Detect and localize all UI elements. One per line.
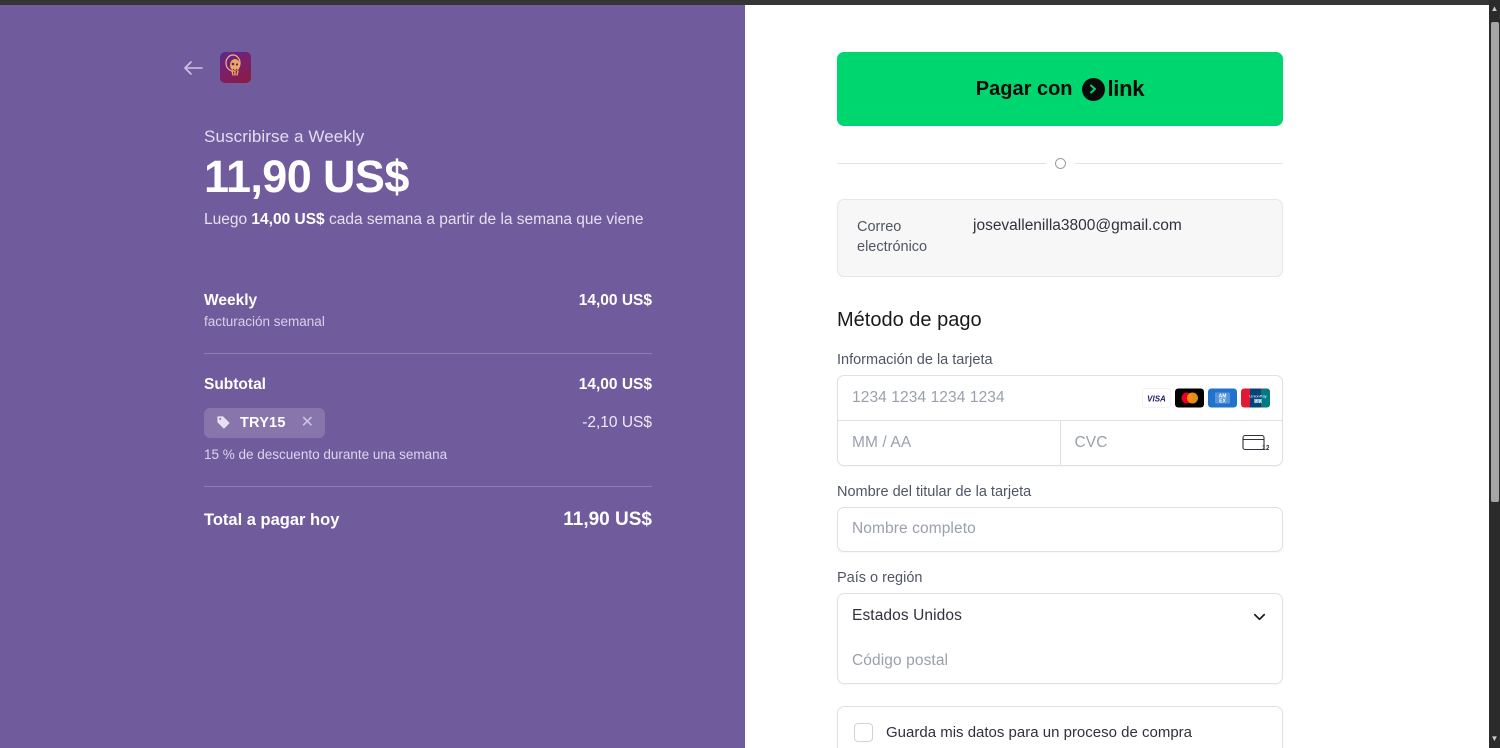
svg-text:VISA: VISA <box>1147 394 1166 403</box>
save-info-checkbox[interactable] <box>854 722 873 742</box>
cardholder-placeholder: Nombre completo <box>852 520 976 538</box>
email-label: Correo electrónico <box>857 219 928 256</box>
cardholder-label: Nombre del titular de la tarjeta <box>837 483 1032 500</box>
total-row: Total a pagar hoy 11,90 US$ <box>204 509 652 531</box>
cardholder-name-input[interactable]: Nombre completo <box>837 506 1283 552</box>
coupon-amount: -2,10 US$ <box>582 413 652 431</box>
line-item-amount: 14,00 US$ <box>578 291 652 309</box>
country-label: País o región <box>837 569 923 586</box>
divider-line-right <box>1074 163 1283 164</box>
page-scrollbar[interactable]: ▲ ▼ <box>1489 0 1500 748</box>
card-number-placeholder: 1234 1234 1234 1234 <box>852 388 1005 406</box>
postal-code-input[interactable]: Código postal <box>838 639 1282 683</box>
mastercard-icon <box>1175 388 1204 408</box>
country-postal-group: Estados Unidos Código postal <box>837 592 1283 684</box>
expiry-placeholder: MM / AA <box>852 433 912 451</box>
save-info-label: Guarda mis datos para un proceso de comp… <box>886 723 1192 741</box>
headline-price: 11,90 US$ <box>204 151 409 202</box>
cvc-hint-icon: 123 <box>1242 434 1274 452</box>
link-logo: link <box>1081 76 1145 102</box>
visa-icon: VISA <box>1142 388 1171 408</box>
country-value: Estados Unidos <box>852 607 962 625</box>
svg-text:银联: 银联 <box>1254 397 1262 403</box>
scrollbar-thumb[interactable] <box>1491 22 1499 502</box>
price-note-suffix: cada semana a partir de la semana que vi… <box>324 211 644 229</box>
scroll-up-icon[interactable]: ▲ <box>1490 4 1499 13</box>
tag-icon <box>216 415 231 430</box>
order-summary-panel: Suscribirse a Weekly 11,90 US$ Luego 14,… <box>0 0 745 748</box>
svg-text:123: 123 <box>1262 445 1269 452</box>
payment-method-title: Método de pago <box>837 308 982 331</box>
price-note-prefix: Luego <box>204 211 252 229</box>
scroll-down-icon[interactable]: ▼ <box>1490 734 1499 743</box>
subtotal-label: Subtotal <box>204 375 266 393</box>
email-field[interactable]: Correo electrónico josevallenilla3800@gm… <box>837 199 1283 277</box>
back-arrow-icon[interactable] <box>182 57 204 79</box>
card-expiry-input[interactable]: MM / AA <box>838 421 1060 465</box>
card-brand-icons: VISA <box>1142 388 1270 408</box>
line-item-name: Weekly <box>204 291 258 309</box>
coupon-row: TRY15 ✕ -2,10 US$ <box>204 407 652 438</box>
save-info-box[interactable]: Guarda mis datos para un proceso de comp… <box>837 705 1283 748</box>
link-wordmark: link <box>1107 76 1145 101</box>
subscribe-title: Suscribirse a Weekly <box>204 127 365 146</box>
total-amount: 11,90 US$ <box>563 508 652 530</box>
country-select[interactable]: Estados Unidos <box>838 594 1282 639</box>
price-note: Luego 14,00 US$ cada semana a partir de … <box>204 209 644 231</box>
total-label: Total a pagar hoy <box>204 510 340 529</box>
svg-text:UnionPay: UnionPay <box>1249 393 1266 398</box>
unionpay-icon: UnionPay 银联 <box>1241 388 1270 408</box>
line-item: Weekly 14,00 US$ facturación semanal <box>204 292 652 329</box>
card-information-group: 1234 1234 1234 1234 VISA <box>837 374 1283 466</box>
card-information-label: Información de la tarjeta <box>837 351 993 368</box>
pay-with-link-label: Pagar con <box>975 77 1073 100</box>
cvc-placeholder: CVC <box>1074 433 1108 451</box>
divider-line-left <box>837 163 1046 164</box>
browser-top-bar <box>0 0 1489 5</box>
chevron-down-icon <box>1251 608 1268 625</box>
price-note-amount: 14,00 US$ <box>251 211 325 229</box>
summary-divider-2 <box>204 485 652 487</box>
subtotal-amount: 14,00 US$ <box>578 375 652 393</box>
merchant-logo-icon <box>220 52 251 83</box>
card-number-input[interactable]: 1234 1234 1234 1234 VISA <box>838 376 1282 420</box>
line-items: Weekly 14,00 US$ facturación semanal Sub… <box>204 292 652 531</box>
checkout-form-panel: Pagar con link Correo electrónico jo <box>745 0 1500 748</box>
coupon-description: 15 % de descuento durante una semana <box>204 446 448 462</box>
line-item-description: facturación semanal <box>204 313 325 329</box>
pay-with-link-button[interactable]: Pagar con link <box>837 52 1283 126</box>
summary-divider-1 <box>204 352 652 354</box>
coupon-chip[interactable]: TRY15 ✕ <box>204 407 325 438</box>
postal-placeholder: Código postal <box>852 651 949 669</box>
coupon-code: TRY15 <box>240 414 286 431</box>
subtotal-row: Subtotal 14,00 US$ <box>204 376 652 394</box>
card-cvc-input[interactable]: CVC 123 <box>1059 420 1283 465</box>
amex-icon: AM EX <box>1208 388 1237 408</box>
link-arrow-icon <box>1081 77 1105 101</box>
section-divider <box>837 158 1283 169</box>
svg-text:EX: EX <box>1219 398 1226 404</box>
email-value: josevallenilla3800@gmail.com <box>973 217 1182 234</box>
summary-header <box>182 52 654 83</box>
coupon-remove-icon[interactable]: ✕ <box>300 413 314 431</box>
divider-circle-icon <box>1054 158 1066 169</box>
svg-text:AM: AM <box>1219 393 1227 399</box>
